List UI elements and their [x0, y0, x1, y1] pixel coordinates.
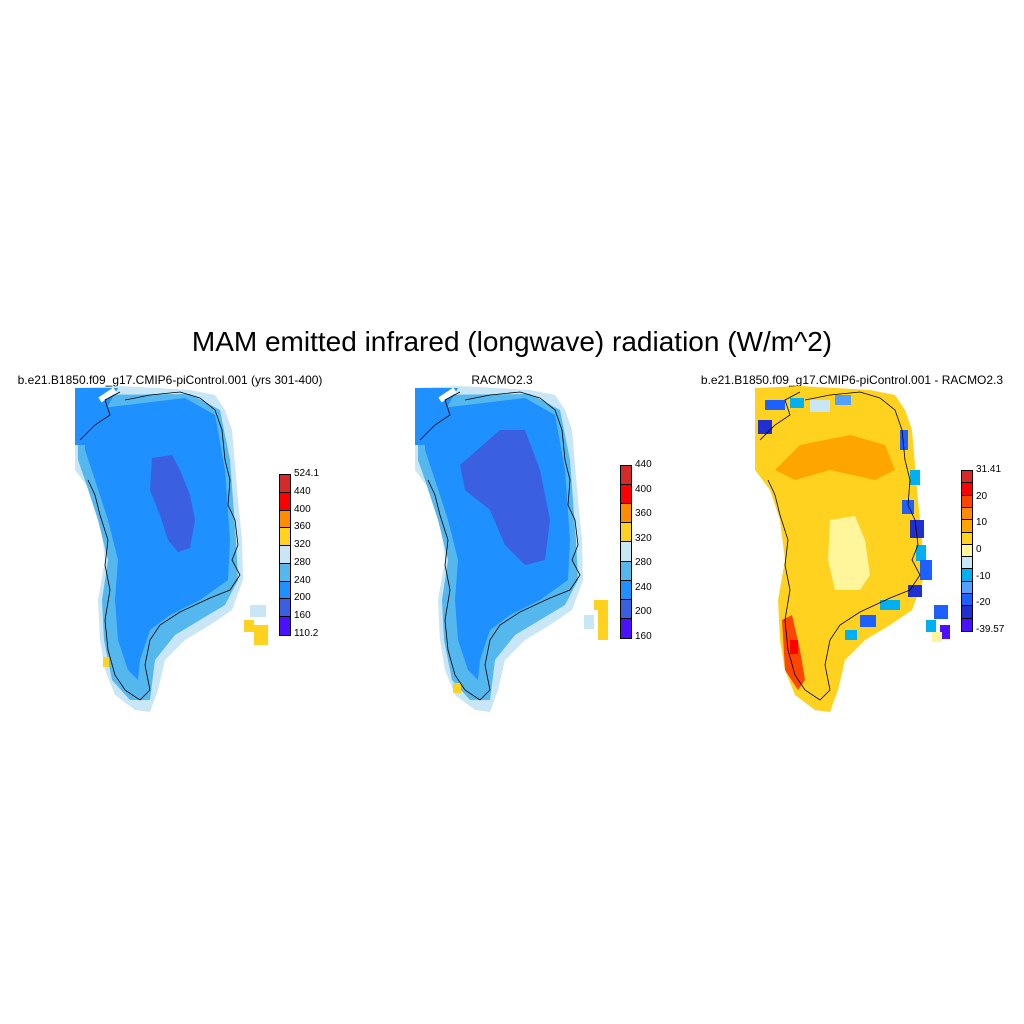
colorbar-segment	[961, 506, 973, 521]
colorbar-label: 160	[635, 631, 652, 642]
colorbar-segment	[961, 605, 973, 619]
colorbar-label: 20	[976, 490, 988, 502]
colorbar-label: -20	[976, 597, 991, 609]
colorbar-segment	[279, 616, 291, 636]
blue-north-margin-diff	[758, 395, 851, 434]
colorbar-segment	[620, 598, 632, 619]
colorbar-segment	[961, 617, 973, 632]
colorbar-label: 200	[635, 606, 652, 618]
map-panel-model	[75, 386, 268, 712]
colorbar-segment	[279, 598, 291, 618]
colorbar-segment	[961, 593, 973, 607]
colorbar-segment	[279, 491, 291, 511]
colorbar-segment	[961, 568, 973, 582]
island-model	[244, 605, 268, 645]
colorbar-label: 320	[294, 539, 311, 551]
colorbar-segment	[961, 494, 973, 508]
colorbar-label: 280	[635, 557, 652, 569]
interior-field-model	[150, 455, 195, 552]
colorbar-label: 524.1	[294, 468, 320, 479]
colorbar-segment	[620, 522, 632, 543]
figure-title: MAM emitted infrared (longwave) radiatio…	[191, 326, 833, 357]
colorbar-segment	[620, 617, 632, 639]
orange-field-diff	[775, 435, 895, 480]
colorbar-segment	[279, 562, 291, 582]
colorbar-segment	[279, 527, 291, 547]
colorbar-segment	[961, 580, 973, 595]
colorbar-segment	[620, 560, 632, 581]
island-obs	[584, 600, 608, 640]
main-field-model	[85, 398, 230, 680]
colorbar-label: 400	[294, 503, 311, 515]
blue-east-margin-diff	[845, 430, 932, 640]
map-panel-diff	[755, 386, 950, 712]
map-panel-obs	[415, 386, 608, 712]
colorbar-segment	[961, 531, 973, 545]
colorbar-segment	[620, 541, 632, 562]
colorbar-label: 240	[294, 574, 311, 586]
colorbar-label: 360	[635, 508, 652, 520]
colorbar-segment	[620, 503, 632, 524]
colorbar-label: 31.41	[976, 464, 1002, 475]
colorbar-label: 0	[976, 544, 982, 555]
colorbar-label: -39.57	[976, 624, 1005, 635]
colorbar-segment	[620, 579, 632, 600]
panel-title-obs: RACMO2.3	[471, 373, 533, 387]
colorbar-segment	[620, 465, 632, 486]
colorbar-segment	[279, 509, 291, 529]
panel-title-diff: b.e21.B1850.f09_g17.CMIP6-piControl.001 …	[700, 373, 1004, 387]
colorbar-label: -10	[976, 570, 991, 582]
colorbar-segment	[961, 543, 973, 558]
colorbar-segment	[620, 484, 632, 505]
colorbar-segment	[961, 470, 973, 484]
colorbar-label: 320	[635, 532, 652, 544]
colorbar-label: 440	[294, 485, 311, 497]
colorbar-label: 240	[635, 581, 652, 593]
warm-cell-model-1	[103, 657, 109, 667]
colorbar-segment	[961, 482, 973, 496]
colorbar-label: 400	[635, 483, 652, 495]
interior-field-diff	[828, 516, 870, 590]
colorbar-segment	[279, 474, 291, 493]
colorbar-label: 440	[635, 459, 652, 470]
colorbar-segment	[279, 545, 291, 564]
colorbar-segment	[961, 519, 973, 533]
colorbar-label: 10	[976, 517, 988, 529]
colorbar-label: 280	[294, 556, 311, 568]
colorbar-segment	[961, 556, 973, 570]
panel-title-model: b.e21.B1850.f09_g17.CMIP6-piControl.001 …	[17, 373, 323, 387]
ocean-mask-model	[75, 388, 118, 445]
colorbar-label: 200	[294, 592, 311, 604]
colorbar-label: 110.2	[294, 628, 319, 639]
interior-field-obs	[460, 430, 550, 565]
colorbar-label: 160	[294, 610, 311, 622]
colorbar-label: 360	[294, 521, 311, 533]
colorbar-segment	[279, 580, 291, 600]
island-diff	[926, 605, 950, 642]
